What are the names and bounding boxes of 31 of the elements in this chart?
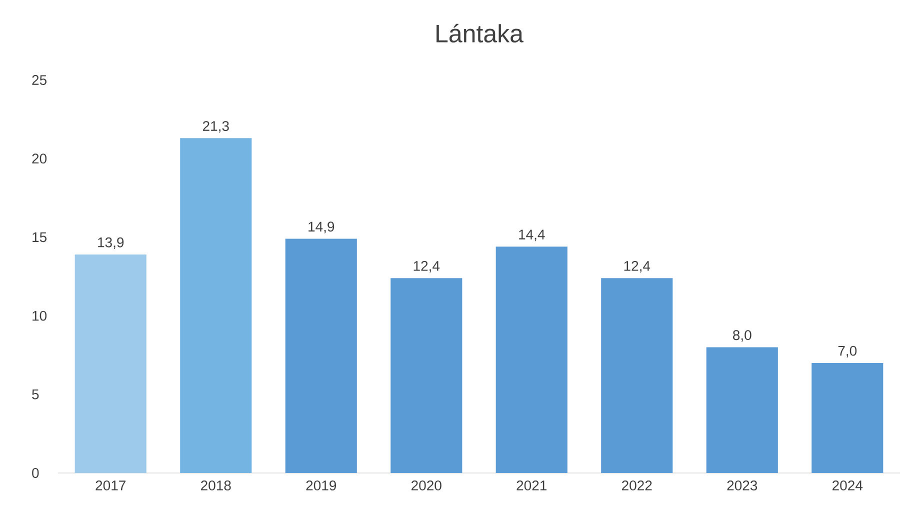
- y-tick-label: 20: [32, 154, 47, 164]
- data-label: 14,9: [308, 222, 334, 234]
- x-tick-label: 2018: [201, 480, 231, 490]
- chart-title: Lántaka: [436, 24, 524, 43]
- x-tick-label: 2022: [622, 480, 652, 490]
- bar: [180, 138, 252, 473]
- bar: [74, 254, 146, 473]
- y-tick-label: 10: [32, 310, 47, 321]
- data-label: 12,4: [414, 260, 440, 273]
- y-tick-label: 25: [32, 75, 47, 85]
- data-label: 12,4: [624, 260, 650, 273]
- data-label: 13,9: [98, 237, 124, 249]
- data-label: 14,4: [519, 230, 545, 242]
- x-tick-label: 2023: [727, 480, 758, 490]
- x-tick-label: 2021: [516, 480, 547, 490]
- bar: [390, 278, 462, 473]
- bar: [601, 278, 673, 473]
- y-tick-label: 15: [32, 232, 47, 242]
- x-tick-label: 2020: [412, 480, 442, 490]
- bar: [496, 246, 568, 473]
- bar: [812, 362, 884, 473]
- data-label: 7,0: [838, 346, 857, 358]
- bar: [706, 347, 778, 473]
- x-tick-label: 2024: [832, 480, 863, 490]
- x-tick-label: 2017: [96, 480, 126, 490]
- bar: [285, 238, 357, 473]
- y-tick-label: 5: [32, 390, 39, 400]
- x-tick-label: 2019: [306, 480, 336, 490]
- data-label: 8,0: [733, 330, 752, 342]
- y-tick-label: 0: [32, 468, 39, 478]
- data-label: 21,3: [202, 121, 229, 133]
